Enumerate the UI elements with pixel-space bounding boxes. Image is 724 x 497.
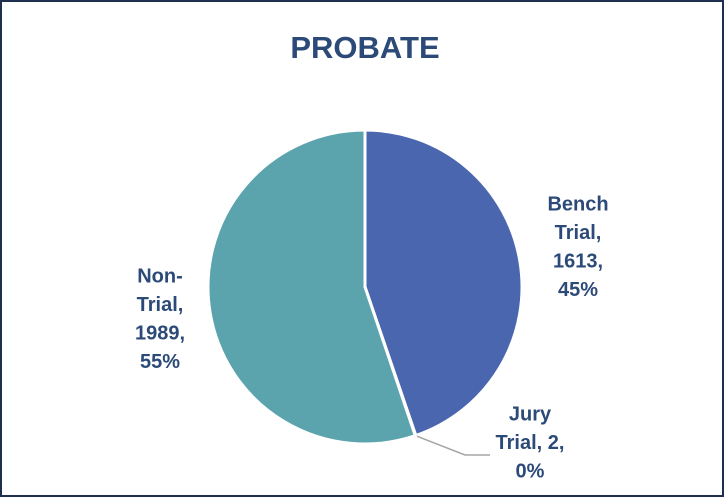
data-label: Non- — [137, 265, 183, 287]
data-label: Trial, — [137, 294, 184, 316]
pie-slice — [206, 128, 418, 446]
chart-title: PROBATE — [290, 30, 439, 65]
data-label: Trial, — [555, 222, 602, 244]
leader-line — [415, 434, 490, 456]
data-label: 45% — [558, 279, 598, 301]
data-label: Jury — [509, 403, 552, 425]
data-label: 1989, — [135, 322, 185, 344]
data-label: 0% — [516, 460, 545, 482]
data-label: Bench — [547, 193, 608, 215]
data-label: Trial, 2, — [496, 432, 565, 454]
data-label: 1613, — [553, 250, 603, 272]
data-label: 55% — [140, 351, 180, 373]
pie-slice — [363, 128, 524, 438]
